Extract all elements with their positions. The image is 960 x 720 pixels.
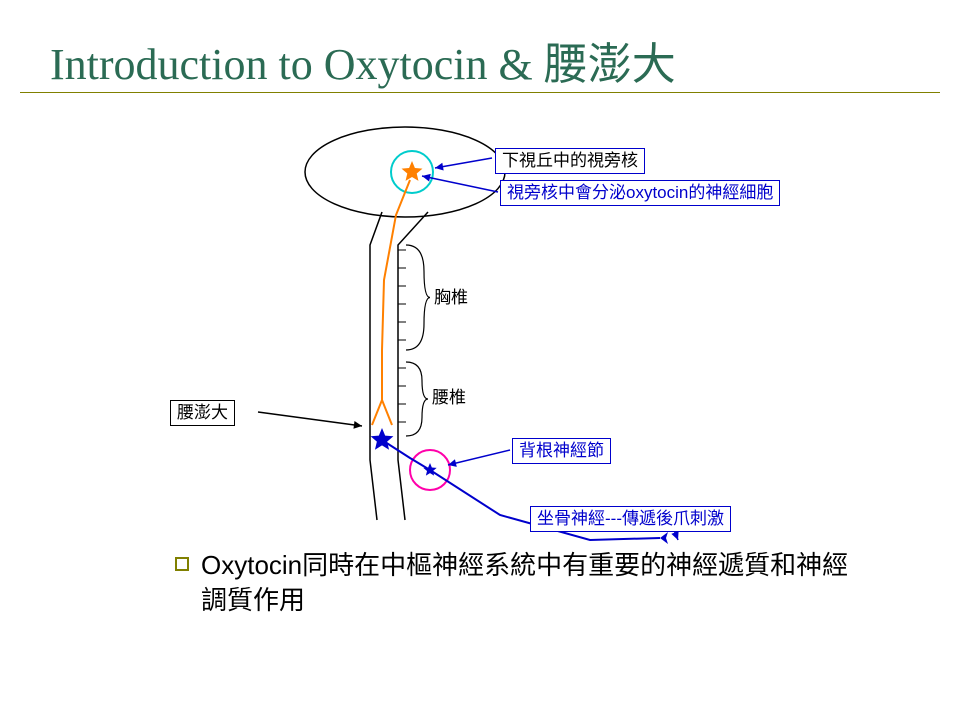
label-lumbar: 腰椎 — [432, 388, 466, 408]
title-underline — [20, 92, 940, 93]
label-pvn-neuron: 視旁核中會分泌oxytocin的神經細胞 — [500, 180, 780, 206]
anatomy-diagram: 下視丘中的視旁核 視旁核中會分泌oxytocin的神經細胞 胸椎 腰椎 腰澎大 … — [150, 120, 850, 520]
label-hypothalamus: 下視丘中的視旁核 — [495, 148, 645, 174]
label-lumbar-enlargement: 腰澎大 — [170, 400, 235, 426]
label-drg: 背根神經節 — [512, 438, 611, 464]
page-title: Introduction to Oxytocin & 腰澎大 — [50, 28, 676, 92]
label-thoracic: 胸椎 — [434, 288, 468, 308]
label-sciatic: 坐骨神經---傳遞後爪刺激 — [530, 506, 731, 532]
bullet-text: Oxytocin同時在中樞神經系統中有重要的神經遞質和神經調質作用 — [201, 548, 861, 618]
bullet-marker-icon — [175, 557, 189, 571]
bullet-item: Oxytocin同時在中樞神經系統中有重要的神經遞質和神經調質作用 — [175, 548, 861, 618]
slide: Introduction to Oxytocin & 腰澎大 下視丘中的視旁核 … — [0, 0, 960, 720]
